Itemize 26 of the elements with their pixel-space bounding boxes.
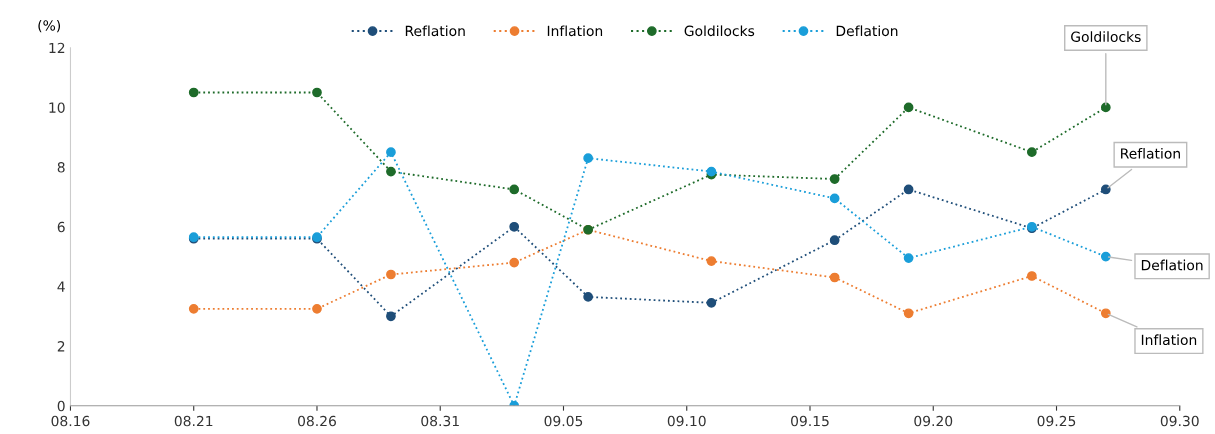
x-tick-label: 09.05 (544, 415, 583, 427)
annotation: Inflation (1141, 334, 1197, 346)
x-tick-label: 09.10 (667, 415, 706, 427)
x-tick-label: 08.16 (51, 415, 90, 427)
annotation: Goldilocks (1071, 31, 1141, 42)
x-tick-label: 08.21 (174, 415, 213, 427)
legend-label: Goldilocks (684, 25, 755, 37)
annotation: Reflation (1121, 148, 1180, 159)
y-tick-label: 6 (57, 221, 65, 233)
x-tick-label: 09.15 (791, 415, 829, 427)
legend-label: Deflation (836, 25, 898, 37)
legend-label: Reflation (405, 25, 465, 37)
annotation: Deflation (1141, 259, 1203, 271)
y-tick-label: 0 (57, 400, 65, 412)
x-tick-label: 08.26 (298, 415, 336, 427)
y-tick-label: 12 (49, 42, 65, 54)
x-tick-label: 09.25 (1037, 415, 1076, 427)
x-tick-label: 08.31 (421, 415, 459, 427)
legend-label: Inflation (547, 25, 603, 37)
y-tick-label: 2 (57, 341, 65, 352)
y-axis-title: (%) (38, 19, 61, 33)
x-tick-label: 09.20 (914, 415, 953, 427)
x-tick-label: 09.30 (1160, 415, 1199, 427)
y-tick-label: 8 (57, 162, 65, 173)
y-tick-label: 4 (57, 281, 65, 292)
y-tick-label: 10 (49, 102, 65, 113)
